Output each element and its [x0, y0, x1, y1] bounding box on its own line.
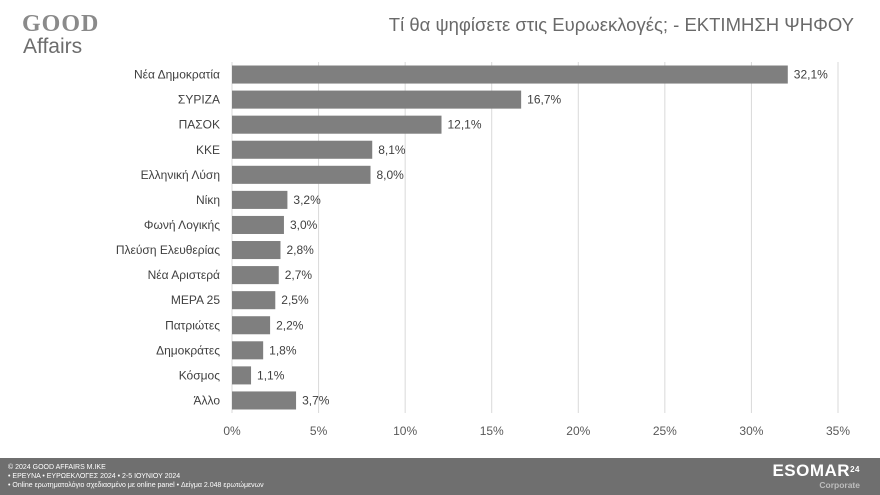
x-tick-label: 35%: [826, 424, 850, 438]
value-label: 8,0%: [377, 168, 405, 182]
logo-bottom-text: Affairs: [23, 35, 83, 58]
footer-survey-info: • ΕΡΕΥΝΑ • ΕΥΡΩΕΚΛΟΓΕΣ 2024 • 2-5 ΙΟΥΝΙΟ…: [8, 473, 181, 480]
value-label: 3,2%: [293, 193, 321, 207]
category-label: Δημοκράτες: [156, 343, 220, 357]
good-affairs-logo: GOOD Affairs: [22, 12, 99, 58]
bar: [232, 266, 279, 285]
value-label: 1,1%: [257, 368, 285, 382]
esomar-name: ESOMAR: [772, 461, 851, 480]
value-label: 2,5%: [281, 293, 309, 307]
value-label: 32,1%: [794, 68, 828, 82]
footer-text: © 2024 GOOD AFFAIRS M.IKE • ΕΡΕΥΝΑ • ΕΥΡ…: [8, 463, 264, 490]
category-label: ΚΚΕ: [196, 143, 220, 157]
value-label: 3,0%: [290, 218, 318, 232]
bar: [232, 140, 373, 159]
value-label: 16,7%: [527, 93, 561, 107]
category-label: Πατριώτες: [165, 318, 220, 332]
category-label: Νίκη: [196, 193, 220, 207]
bar: [232, 341, 264, 360]
category-label: Άλλο: [193, 393, 220, 407]
footer-method-info: • Online ερωτηματολόγιο σχεδιασμένο με o…: [8, 482, 264, 489]
value-label: 8,1%: [378, 143, 406, 157]
category-label: Νέα Δημοκρατία: [134, 68, 220, 82]
x-tick-label: 20%: [566, 424, 590, 438]
footer-bar: © 2024 GOOD AFFAIRS M.IKE • ΕΡΕΥΝΑ • ΕΥΡ…: [0, 458, 880, 495]
esomar-logo: ESOMAR24 Corporate: [772, 461, 860, 491]
bar: [232, 115, 442, 134]
category-label: Φωνή Λογικής: [144, 218, 220, 232]
bar: [232, 241, 281, 260]
x-tick-label: 5%: [310, 424, 328, 438]
x-tick-label: 0%: [223, 424, 241, 438]
bar: [232, 65, 788, 84]
logo-top-text: GOOD: [22, 11, 100, 37]
bar: [232, 391, 297, 410]
category-label: ΠΑΣΟΚ: [179, 118, 220, 132]
bar: [232, 90, 522, 109]
category-label: ΜΕΡΑ 25: [171, 293, 220, 307]
value-label: 12,1%: [448, 118, 482, 132]
footer-copyright: © 2024 GOOD AFFAIRS M.IKE: [8, 464, 106, 471]
bar: [232, 291, 276, 310]
x-tick-label: 30%: [739, 424, 763, 438]
esomar-sub: Corporate: [819, 480, 860, 490]
x-tick-label: 25%: [653, 424, 677, 438]
category-label: Πλεύση Ελευθερίας: [116, 243, 220, 257]
x-tick-label: 10%: [393, 424, 417, 438]
value-label: 2,2%: [276, 318, 304, 332]
value-label: 1,8%: [269, 343, 297, 357]
bar: [232, 215, 284, 234]
x-tick-label: 15%: [480, 424, 504, 438]
category-label: Ελληνική Λύση: [141, 168, 220, 182]
value-label: 2,7%: [285, 268, 313, 282]
bar: [232, 190, 288, 209]
value-label: 2,8%: [286, 243, 314, 257]
bar-chart: 0% 5% 10% 15% 20% 25% 30% 35% Νέα Δημοκρατία 32,1…: [116, 62, 850, 438]
value-label: 3,7%: [302, 393, 330, 407]
category-label: Κόσμος: [179, 368, 221, 382]
category-label: ΣΥΡΙΖΑ: [178, 93, 220, 107]
bar: [232, 165, 371, 184]
bar: [232, 366, 252, 385]
bar: [232, 316, 271, 335]
category-label: Νέα Αριστερά: [148, 268, 220, 282]
esomar-sup: 24: [850, 465, 860, 474]
chart-title: Τί θα ψηφίσετε στις Ευρωεκλογές; - ΕΚΤΙΜ…: [388, 14, 854, 35]
